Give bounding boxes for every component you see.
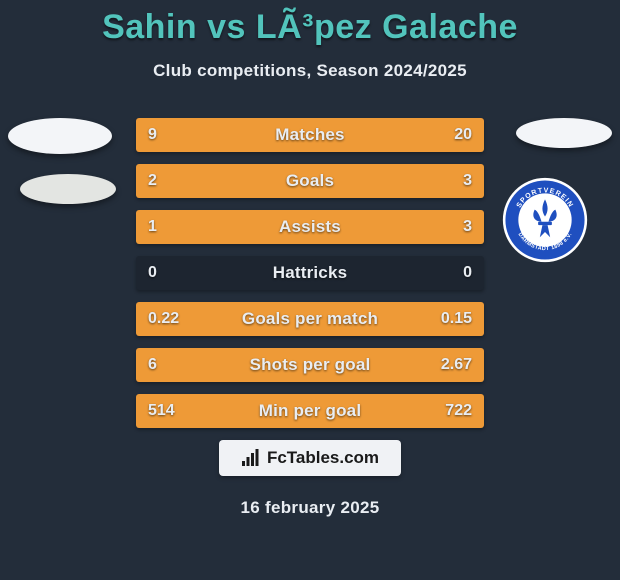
player-right-photo-placeholder <box>516 118 612 148</box>
stat-label: Goals per match <box>136 302 484 336</box>
stat-row: 13Assists <box>136 210 484 244</box>
stat-row: 920Matches <box>136 118 484 152</box>
stat-row: 00Hattricks <box>136 256 484 290</box>
stat-label: Min per goal <box>136 394 484 428</box>
stat-row: 23Goals <box>136 164 484 198</box>
page-title: Sahin vs LÃ³pez Galache <box>0 8 620 47</box>
stat-row: 62.67Shots per goal <box>136 348 484 382</box>
player-left-photo-placeholder <box>8 118 112 154</box>
stat-row: 514722Min per goal <box>136 394 484 428</box>
snapshot-date: 16 february 2025 <box>0 498 620 518</box>
stats-list: 920Matches 23Goals 13Assists 00Hattricks 0.2… <box>136 118 484 440</box>
comparison-card: Sahin vs LÃ³pez Galache Club competition… <box>0 0 620 580</box>
stat-label: Hattricks <box>136 256 484 290</box>
stat-label: Assists <box>136 210 484 244</box>
stat-label: Matches <box>136 118 484 152</box>
stat-row: 0.220.15Goals per match <box>136 302 484 336</box>
stat-label: Goals <box>136 164 484 198</box>
stat-label: Shots per goal <box>136 348 484 382</box>
season-subtitle: Club competitions, Season 2024/2025 <box>0 61 620 81</box>
brand-text: FcTables.com <box>267 448 379 468</box>
club-right-badge: SPORTVEREIN DARMSTADT 1898 e.V. <box>502 177 588 263</box>
brand-suffix: Tables.com <box>287 448 379 467</box>
club-left-badge-placeholder <box>20 174 116 204</box>
brand-prefix: Fc <box>267 448 287 467</box>
chart-icon <box>241 448 261 468</box>
brand-logo: FcTables.com <box>219 440 401 476</box>
footer: FcTables.com 16 february 2025 <box>0 440 620 518</box>
